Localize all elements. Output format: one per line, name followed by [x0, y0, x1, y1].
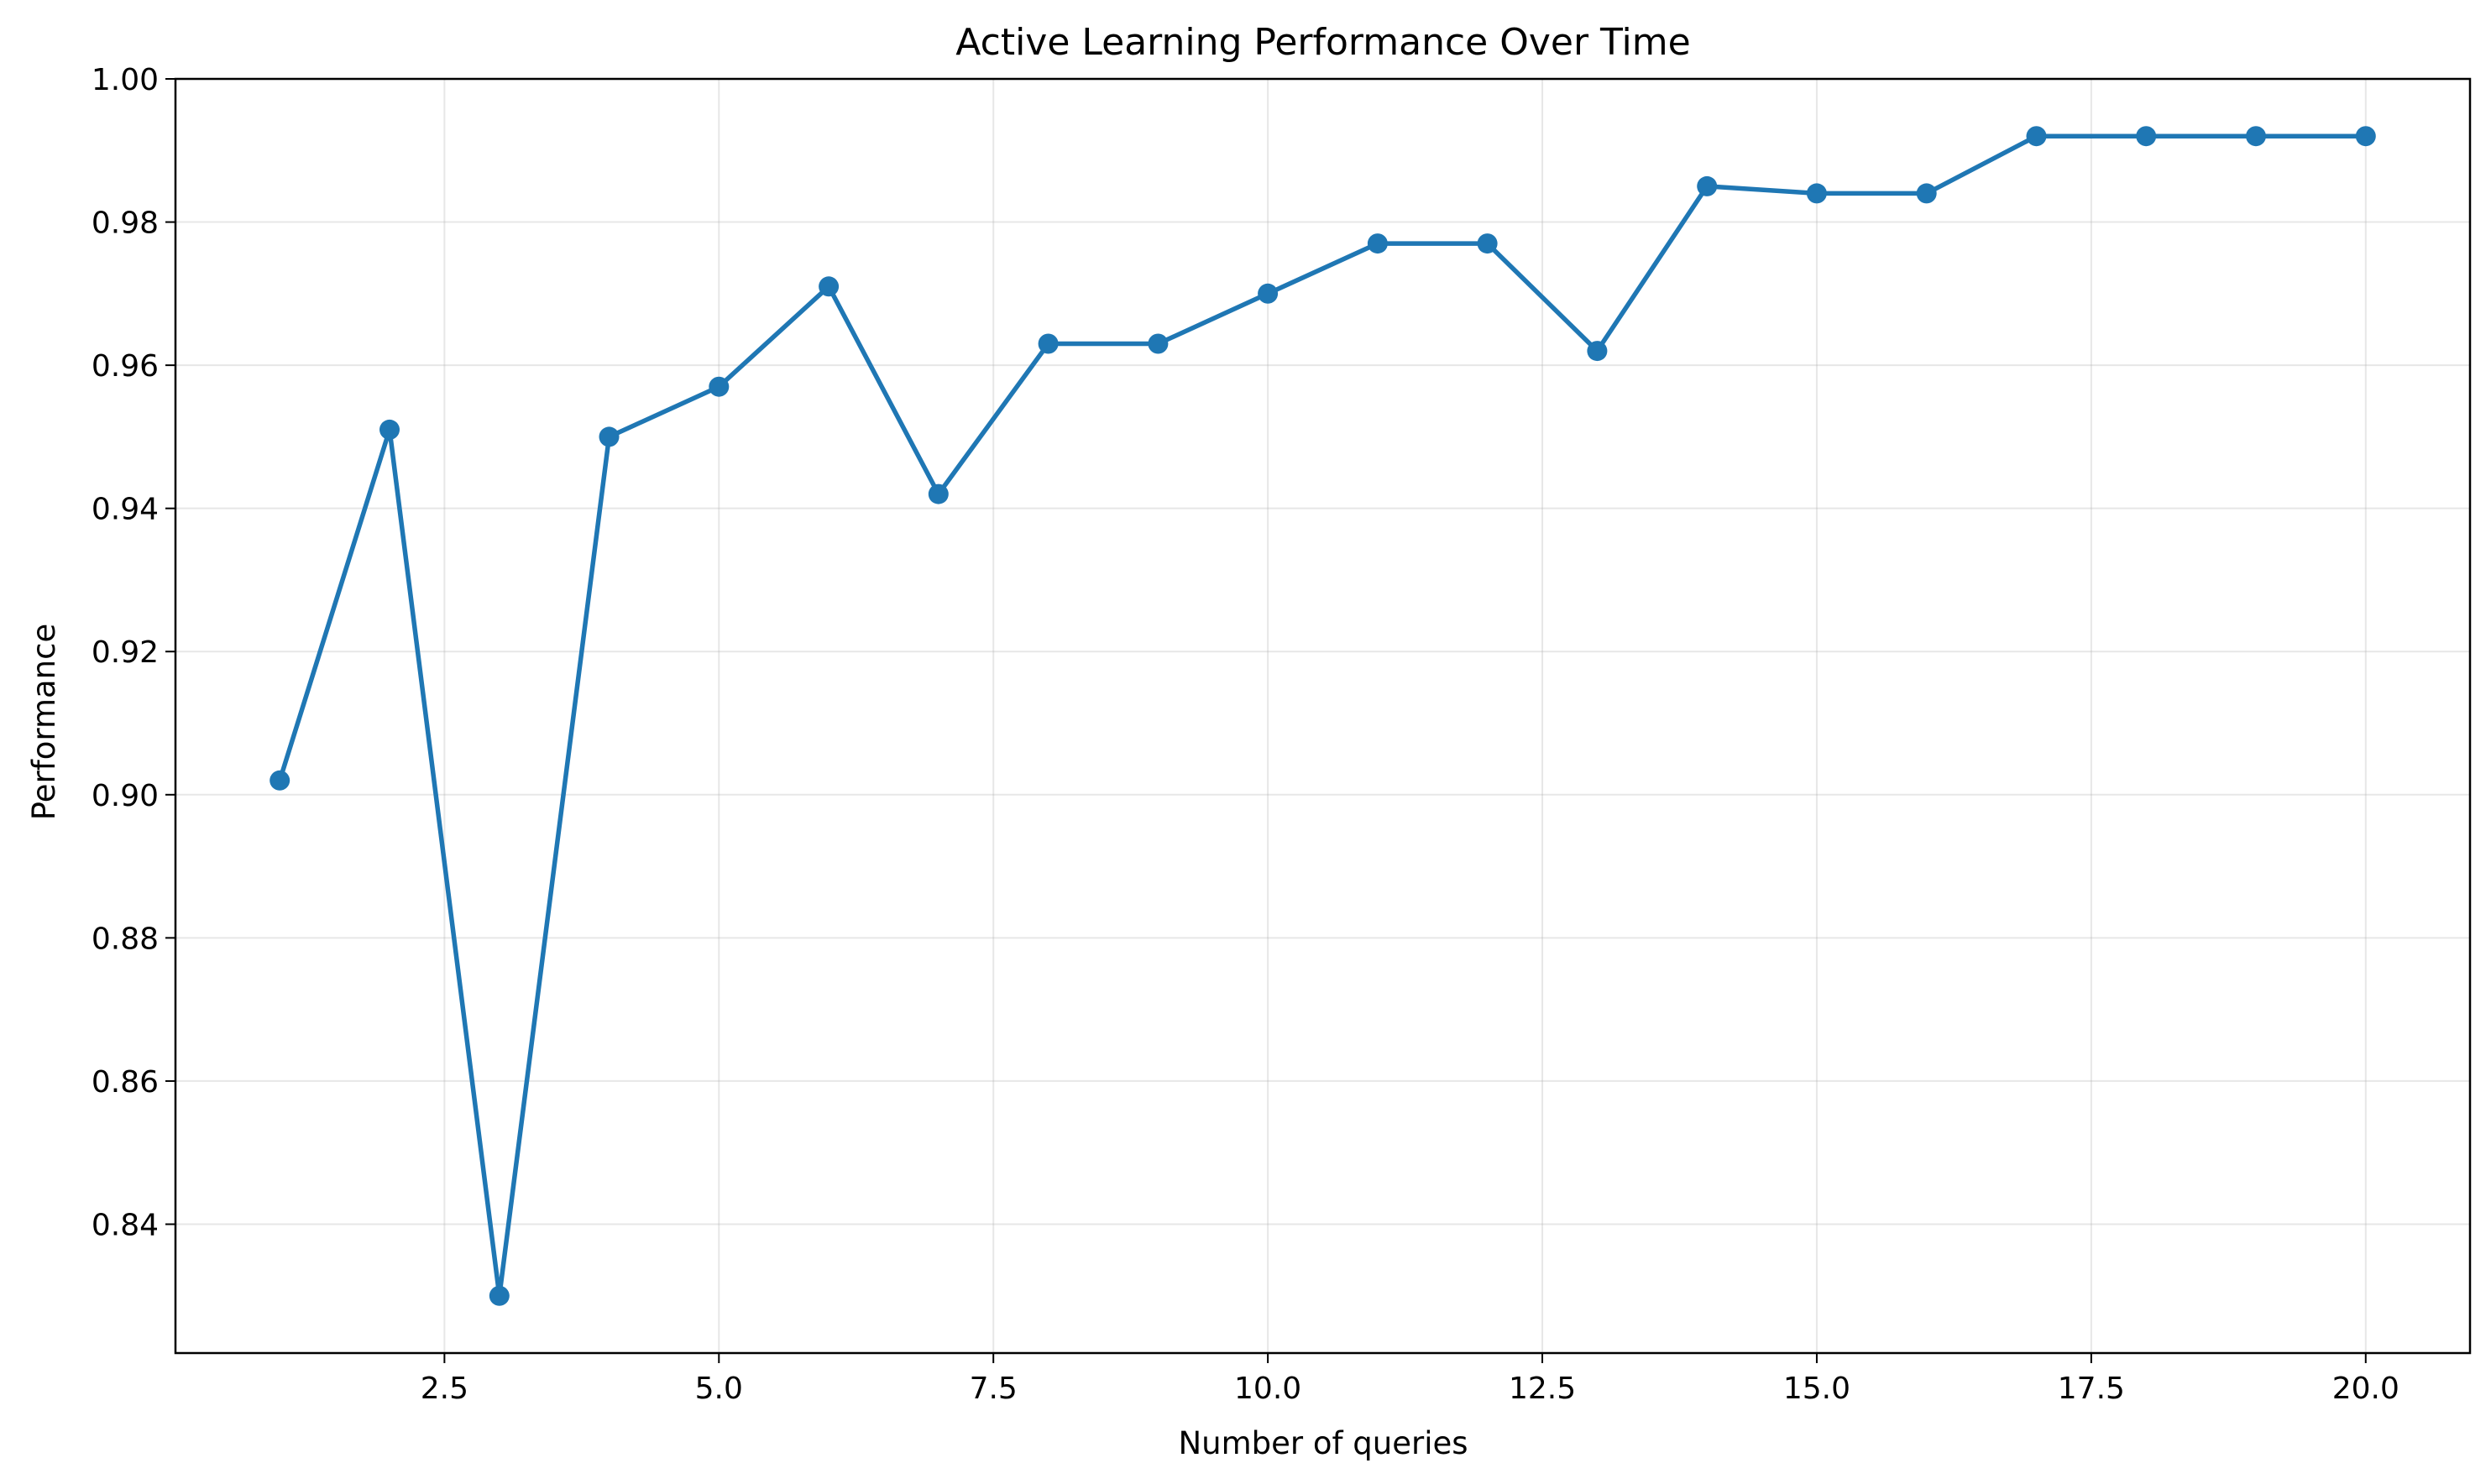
data-point	[2026, 126, 2047, 147]
y-tick-label: 0.94	[92, 493, 159, 527]
x-tick-label: 2.5	[421, 1372, 468, 1406]
axes-frame	[174, 77, 2472, 1355]
y-tick-label: 0.96	[92, 349, 159, 384]
x-tick-label: 15.0	[1783, 1372, 1850, 1406]
y-tick-label: 0.88	[92, 922, 159, 956]
data-point	[1806, 183, 1827, 204]
y-tick-label: 0.86	[92, 1065, 159, 1100]
data-point	[2136, 126, 2157, 147]
data-point	[928, 483, 949, 504]
x-tick-label: 10.0	[1234, 1372, 1301, 1406]
data-point	[1697, 175, 1718, 196]
x-tick-label: 17.5	[2058, 1372, 2125, 1406]
data-point	[2355, 126, 2376, 147]
y-tick-label: 1.00	[92, 63, 159, 97]
data-point	[1477, 233, 1498, 254]
data-point	[599, 426, 620, 447]
x-tick-label: 12.5	[1509, 1372, 1576, 1406]
x-tick-label: 20.0	[2332, 1372, 2399, 1406]
x-axis-label: Number of queries	[1178, 1425, 1468, 1461]
y-tick-label: 0.92	[92, 635, 159, 670]
data-point	[1038, 333, 1059, 354]
grid-layer	[175, 78, 2470, 1353]
data-point	[819, 276, 840, 297]
data-point	[270, 770, 290, 791]
tick-layer: 2.5 5.0 7.5 10.0 12.5 15.0 17.5 20.0 0.84 0.86 0.8…	[92, 63, 2399, 1406]
data-point	[1258, 283, 1279, 304]
series-layer	[270, 126, 2376, 1306]
data-point	[709, 376, 730, 397]
data-point	[489, 1285, 510, 1306]
y-tick-label: 0.98	[92, 206, 159, 241]
y-axis-label: Performance	[26, 624, 62, 820]
data-point	[2246, 126, 2266, 147]
x-tick-label: 7.5	[970, 1372, 1018, 1406]
y-tick-label: 0.90	[92, 779, 159, 813]
data-point	[1367, 233, 1388, 254]
x-tick-label: 5.0	[695, 1372, 743, 1406]
data-point	[379, 419, 400, 440]
data-point	[1148, 333, 1169, 354]
series-line	[277, 133, 2368, 1298]
frame-layer	[174, 77, 2472, 1355]
data-point	[1916, 183, 1937, 204]
data-point	[1587, 341, 1608, 362]
chart-title: Active Learning Performance Over Time	[955, 21, 1690, 64]
y-tick-label: 0.84	[92, 1208, 159, 1242]
